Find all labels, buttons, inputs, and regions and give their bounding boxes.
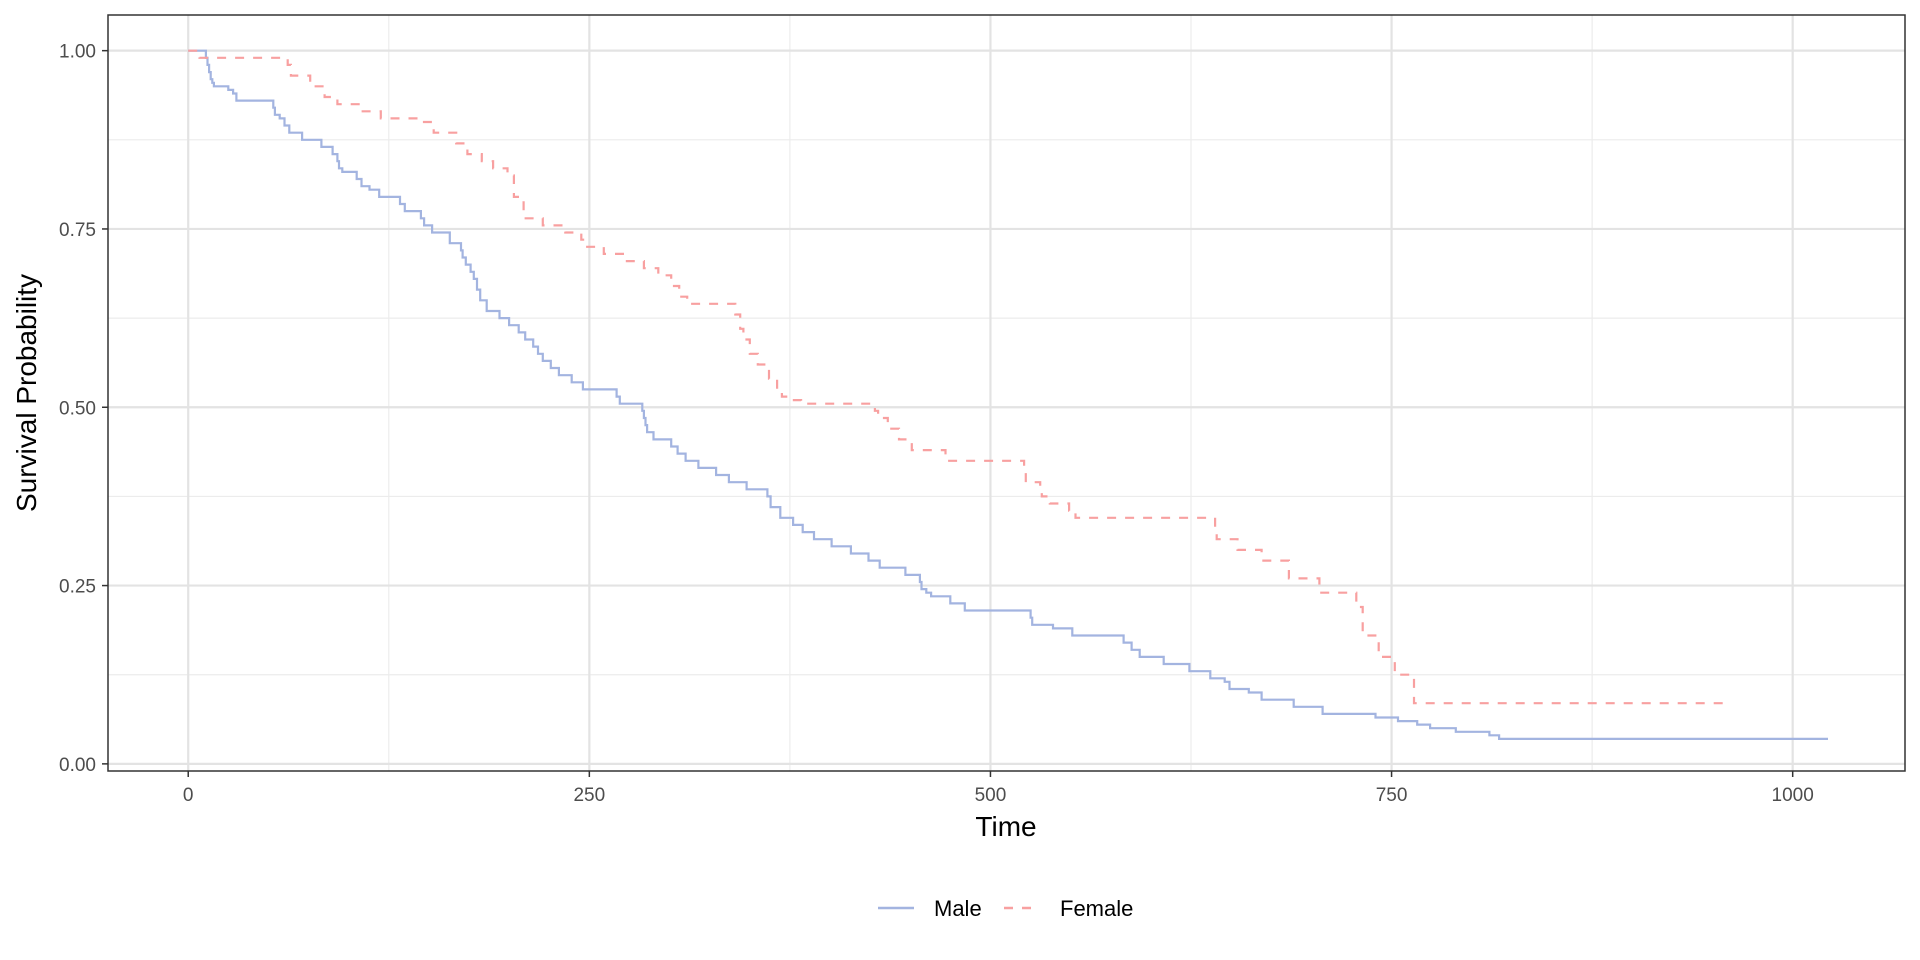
y-tick-label: 0.25 xyxy=(59,577,96,598)
y-axis-title: Survival Probability xyxy=(11,274,42,512)
y-tick-label: 0.00 xyxy=(59,755,96,776)
x-tick-label: 500 xyxy=(975,785,1007,806)
x-tick-label: 250 xyxy=(573,785,605,806)
series-line-female xyxy=(188,49,1732,705)
axis-ticks: 0 250 500 750 1000 0.00 0.25 0.50 0.75 1.00 xyxy=(59,42,1814,806)
y-tick-label: 1.00 xyxy=(59,42,96,63)
x-tick-label: 0 xyxy=(183,785,194,806)
legend-label-male: Male xyxy=(934,896,982,921)
series-curves xyxy=(188,49,1828,740)
x-tick-label: 1000 xyxy=(1772,785,1814,806)
plot-panel-background xyxy=(108,15,1905,771)
y-tick-label: 0.50 xyxy=(59,398,96,419)
legend: Male Female xyxy=(878,896,1133,921)
plot-panel-border xyxy=(107,14,1906,772)
grid-lines xyxy=(108,15,1905,771)
legend-label-female: Female xyxy=(1060,896,1133,921)
x-tick-label: 750 xyxy=(1376,785,1408,806)
x-axis-title: Time xyxy=(975,811,1036,842)
series-line-male xyxy=(188,49,1828,740)
y-tick-label: 0.75 xyxy=(59,220,96,241)
